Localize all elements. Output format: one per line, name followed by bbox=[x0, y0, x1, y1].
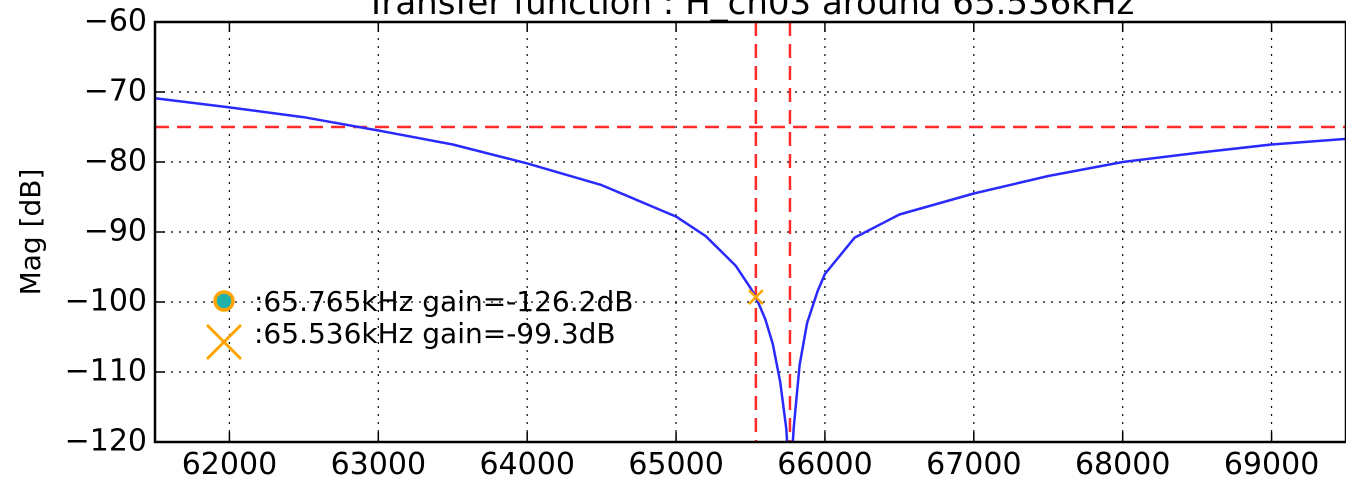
x-tick-label: 69000 bbox=[1224, 447, 1319, 480]
ticks: 62000 63000 64000 65000 66000 67000 68000 69000… bbox=[65, 4, 1320, 480]
series-layer bbox=[155, 97, 1346, 442]
chart-title: Transfer function : H_ch03 around 65.536… bbox=[365, 0, 1135, 23]
gain-x-marker bbox=[747, 289, 764, 305]
x-tick-label: 64000 bbox=[479, 447, 574, 480]
legend-label: :65.536kHz gain=-99.3dB bbox=[254, 317, 616, 350]
x-tick-label: 67000 bbox=[926, 447, 1021, 480]
grid bbox=[155, 22, 1346, 442]
y-tick-label: −100 bbox=[65, 284, 147, 319]
x-tick-label: 62000 bbox=[182, 447, 277, 480]
legend-x-stroke bbox=[205, 323, 243, 361]
legend-circle-symbol bbox=[213, 290, 235, 312]
y-tick-label: −120 bbox=[65, 424, 147, 459]
legend-entry: :65.765kHz gain=-126.2dB bbox=[213, 285, 633, 318]
reference-lines bbox=[155, 22, 1346, 442]
y-tick-label: −70 bbox=[84, 74, 147, 109]
x-tick-label: 68000 bbox=[1075, 447, 1170, 480]
legend-label: :65.765kHz gain=-126.2dB bbox=[254, 285, 633, 318]
y-tick-label: −60 bbox=[84, 4, 147, 39]
y-axis-label: Mag [dB] bbox=[14, 169, 47, 296]
legend-entry: :65.536kHz gain=-99.3dB bbox=[205, 317, 616, 361]
x-tick-label: 63000 bbox=[331, 447, 426, 480]
y-tick-label: −110 bbox=[65, 354, 147, 389]
plot-frame bbox=[153, 20, 1346, 444]
y-tick-label: −90 bbox=[84, 214, 147, 249]
x-marker-stroke bbox=[747, 289, 764, 305]
x-tick-label: 66000 bbox=[777, 447, 872, 480]
legend: :65.765kHz gain=-126.2dB:65.536kHz gain=… bbox=[205, 285, 633, 361]
y-tick-label: −80 bbox=[84, 144, 147, 179]
magnitude-series-line bbox=[155, 97, 1346, 442]
markers bbox=[747, 289, 764, 305]
x-tick-label: 65000 bbox=[628, 447, 723, 480]
